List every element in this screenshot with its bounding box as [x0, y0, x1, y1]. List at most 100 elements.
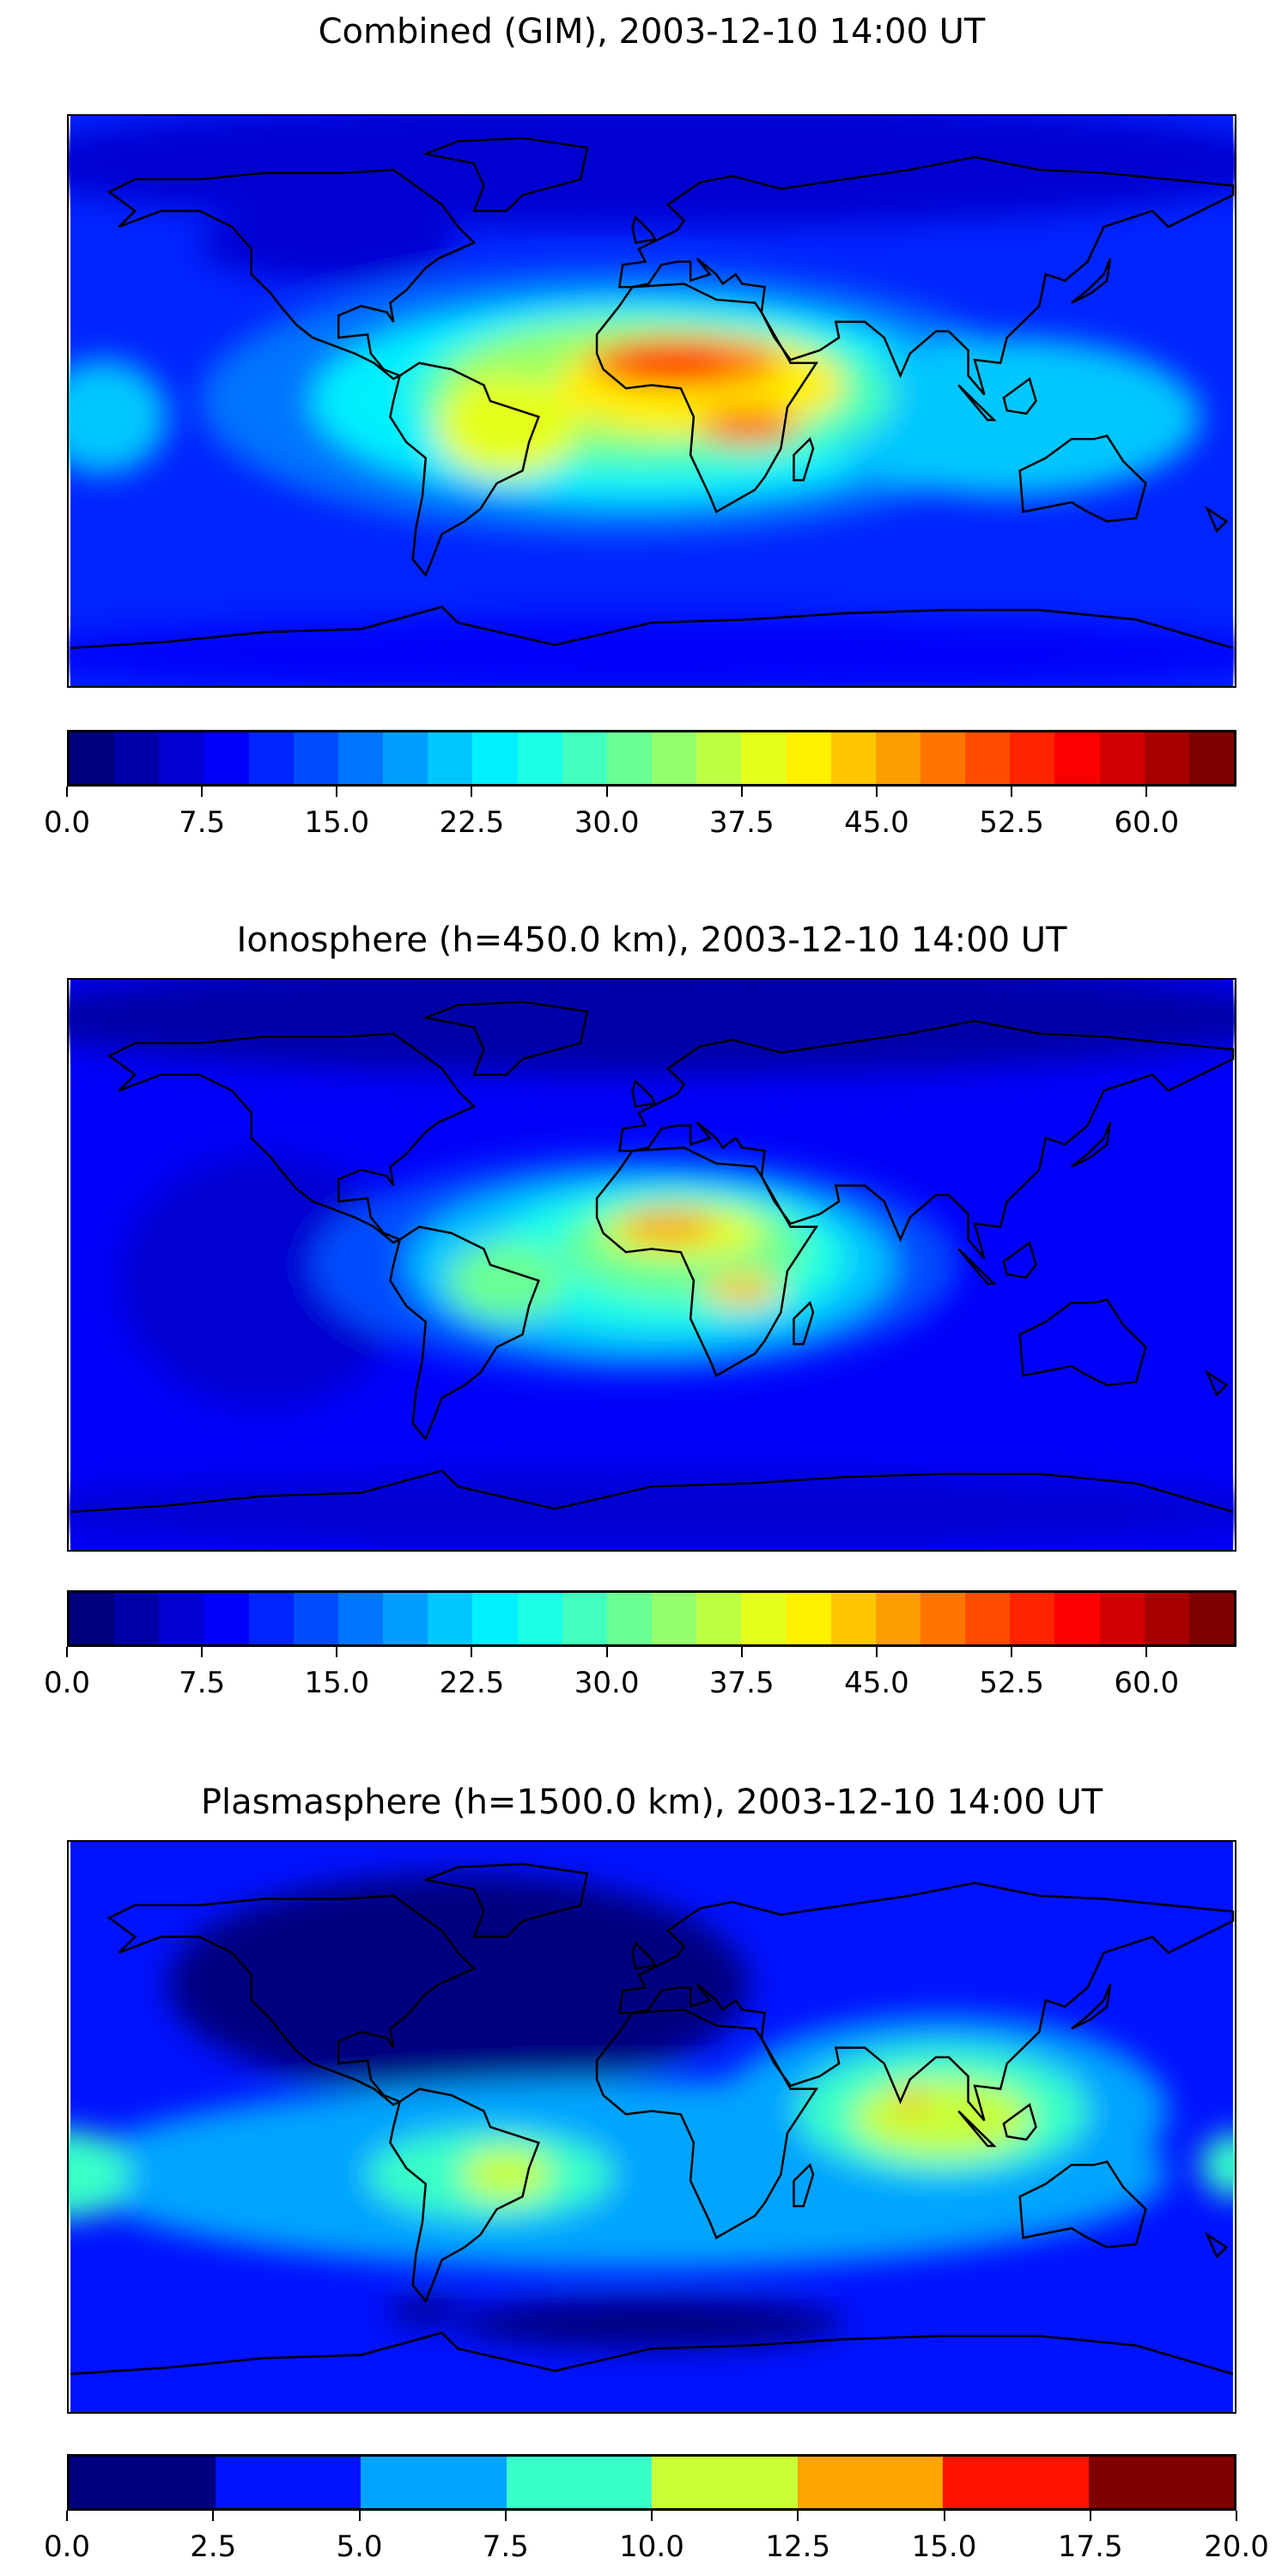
coastline-australia [1018, 2160, 1147, 2249]
contour-region [703, 1274, 781, 1306]
contour-region [199, 204, 459, 281]
colorbar-tick-label: 0.0 [43, 1666, 91, 1700]
colorbar-tick-label: 22.5 [439, 805, 505, 840]
colorbar-bin [428, 1593, 473, 1644]
colorbar-bin [293, 732, 338, 784]
colorbar-tick [1011, 787, 1013, 797]
map-plasmasphere [67, 1840, 1236, 2414]
colorbar-bin [652, 2457, 798, 2508]
colorbar-tick-label: 0.0 [43, 2530, 91, 2564]
colorbar-bin [965, 732, 1011, 784]
coastline-greenland [422, 1000, 589, 1076]
colorbar-scale [67, 2454, 1236, 2511]
colorbar-tick [201, 1647, 204, 1657]
coastline-greenland [422, 1862, 589, 1938]
coastline-new-zealand [1205, 2232, 1229, 2259]
colorbar-scale [67, 1590, 1236, 1647]
coastline-antarctica [70, 605, 1234, 649]
coastline-eurasia [617, 1881, 1235, 2122]
coastline-sumatra [957, 2110, 997, 2148]
coastline-madagascar [793, 2162, 815, 2208]
contour-region [1200, 2133, 1235, 2197]
map-combined [67, 114, 1236, 688]
colorbar-bin [472, 1593, 518, 1644]
colorbar-tick-label: 0.0 [43, 805, 91, 840]
colorbar-bin [204, 1593, 249, 1644]
colorbar-bin [920, 1593, 966, 1644]
colorbar-bin [875, 732, 920, 784]
contour-region [461, 2148, 552, 2200]
map-title-ionosphere: Ionosphere (h=450.0 km), 2003-12-10 14:0… [236, 920, 1067, 960]
colorbar-bin [70, 1593, 115, 1644]
coastline-antarctica [70, 2331, 1234, 2375]
coastline-japan [1071, 1121, 1112, 1168]
colorbar-ionosphere: 0.0 7.5 15.0 22.5 30.0 37.5 45.0 52.5 60.0 [44, 1590, 1236, 1700]
contour-region [167, 1873, 749, 2096]
contour-region [448, 1242, 565, 1319]
colorbar-bin [428, 732, 473, 784]
coastline-eurasia [617, 155, 1235, 396]
contour-region [118, 1153, 410, 1407]
colorbar-bin [1054, 732, 1100, 784]
colorbar-bin [383, 732, 428, 784]
colorbar-tick [212, 2511, 215, 2521]
colorbar-bin [875, 1593, 920, 1644]
colorbar-tick [471, 787, 473, 797]
colorbar-plasmasphere: 0.0 2.5 5.0 7.5 10.0 12.5 15.0 17.5 20.0 [44, 2454, 1269, 2564]
colorbar-bin [786, 1593, 831, 1644]
colorbar-tick-label: 60.0 [1114, 805, 1180, 840]
coastline-greenland [422, 137, 589, 212]
colorbar-tick-label: 12.5 [765, 2530, 831, 2564]
colorbar-bin [830, 732, 876, 784]
colorbar-bin [361, 2457, 507, 2508]
colorbar-bin [741, 1593, 787, 1644]
contour-region [69, 2129, 129, 2219]
coastline-sumatra [957, 1248, 997, 1285]
colorbar-tick-label: 37.5 [708, 805, 775, 840]
coastline-africa [595, 1146, 819, 1377]
colorbar-bin [517, 732, 562, 784]
colorbar-bin [797, 2457, 943, 2508]
colorbar-bin [472, 732, 518, 784]
contour-region [610, 347, 726, 380]
colorbar-tick [1089, 2511, 1091, 2521]
colorbar-tick [358, 2511, 361, 2521]
colorbar-bin [1099, 1593, 1145, 1644]
colorbar-bin [1054, 1593, 1100, 1644]
coastline-britain [631, 1941, 657, 1970]
colorbar-scale [67, 730, 1236, 787]
colorbar-tick-label: 15.0 [911, 2530, 977, 2564]
contour-region [69, 1473, 1235, 1550]
colorbar-bin [204, 732, 249, 784]
colorbar-bin [506, 2457, 652, 2508]
contour-region [700, 407, 798, 446]
coastline-borneo [1002, 2103, 1037, 2142]
colorbar-tick [651, 2511, 653, 2521]
coastline-britain [631, 215, 657, 244]
coastline-north-america [106, 1894, 477, 2106]
colorbar-bin [1144, 732, 1189, 784]
colorbar-bin [1010, 1593, 1055, 1644]
colorbar-bin [562, 1593, 607, 1644]
colorbar-bin [215, 2457, 361, 2508]
colorbar-tick-label: 10.0 [619, 2530, 684, 2564]
coastline-new-zealand [1205, 1370, 1229, 1397]
colorbar-bin [70, 2457, 216, 2508]
colorbar-tick-label: 7.5 [179, 1666, 226, 1700]
colorbar-bin [652, 1593, 697, 1644]
colorbar-bin [741, 732, 787, 784]
coastline-new-zealand [1205, 506, 1229, 533]
colorbar-tick-label: 2.5 [190, 2530, 237, 2564]
colorbar-tick [1145, 1647, 1148, 1657]
colorbar-tick-label: 52.5 [979, 1666, 1044, 1700]
colorbar-bin [943, 2457, 1089, 2508]
coastline-eurasia [617, 1019, 1235, 1260]
colorbar-bin [159, 732, 204, 784]
colorbar-tick-label: 15.0 [304, 805, 370, 840]
colorbar-tick-label: 37.5 [708, 1666, 775, 1700]
colorbar-bin [70, 732, 115, 784]
colorbar-bin [517, 1593, 562, 1644]
colorbar-tick [201, 787, 204, 797]
colorbar-tick-label: 17.5 [1057, 2530, 1123, 2564]
contour-region [619, 1211, 717, 1243]
